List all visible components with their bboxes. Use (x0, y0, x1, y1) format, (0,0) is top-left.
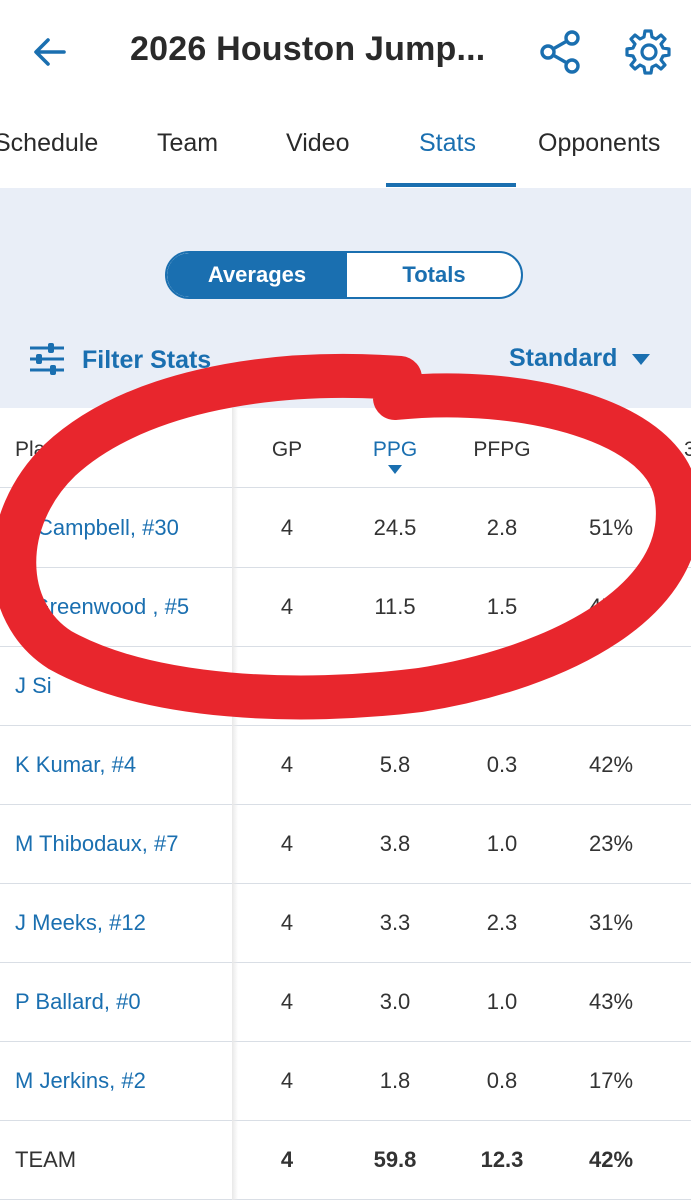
view-select[interactable]: Standard (509, 344, 618, 372)
table-row: D Campbell, #30 4 24.5 2.8 51% (0, 488, 691, 568)
sliders-icon (30, 343, 64, 375)
table-row: M Jerkins, #2 4 1.8 0.8 17% (0, 1041, 691, 1121)
tab-stats[interactable]: Stats (419, 129, 476, 157)
caret-down-icon[interactable] (632, 354, 650, 366)
cell-pfpg: 0.3 (486, 752, 518, 777)
cell-pct: 17% (588, 1068, 634, 1093)
header-ppg[interactable]: PPG (372, 438, 418, 461)
cell-ppg: 3.0 (379, 989, 411, 1014)
cell-ppg: 5.8 (379, 752, 411, 777)
table-header-row: Player GP PPG PFPG 3 (0, 408, 691, 488)
player-name-link[interactable]: J Si (15, 673, 52, 698)
cell-pfpg: 1.5 (486, 594, 518, 619)
tab-opponents[interactable]: Opponents (538, 129, 661, 157)
cell-pct: 42% (588, 752, 634, 777)
cell-ppg: 24.5 (373, 515, 417, 540)
cell-ppg: 6.3 (379, 673, 411, 698)
sort-caret-icon (388, 465, 402, 474)
cell-pct: 43% (588, 989, 634, 1014)
table-row: J Si 4 6.3 (0, 646, 691, 726)
table-row: J Meeks, #12 4 3.3 2.3 31% (0, 883, 691, 963)
player-name-link[interactable]: M Thibodaux, #7 (15, 831, 179, 856)
player-name-link[interactable]: P Ballard, #0 (15, 989, 141, 1014)
gear-icon[interactable] (622, 27, 672, 77)
team-label: TEAM (15, 1147, 77, 1172)
table-row: K Kumar, #4 4 5.8 0.3 42% (0, 725, 691, 805)
cell-pfpg: 1.0 (486, 831, 518, 856)
page-title: 2026 Houston Jump... (130, 30, 486, 68)
cell-pfpg: 0.8 (486, 1068, 518, 1093)
cell-gp: 4 (280, 1068, 294, 1093)
cell-pfpg: 12.3 (480, 1147, 524, 1172)
cell-pct: 51% (588, 515, 634, 540)
cell-gp: 4 (280, 673, 294, 698)
cell-ppg: 59.8 (373, 1147, 417, 1172)
player-name-link[interactable]: K Kumar, #4 (15, 752, 137, 777)
header-player[interactable]: Player (15, 438, 75, 461)
player-name-link[interactable]: M Jerkins, #2 (15, 1068, 146, 1093)
cell-gp: 4 (280, 989, 294, 1014)
header-pfpg[interactable]: PFPG (473, 438, 531, 461)
cell-ppg: 3.3 (379, 910, 411, 935)
active-tab-indicator (386, 183, 516, 187)
cell-pfpg: 2.3 (486, 910, 518, 935)
stats-table: Player GP PPG PFPG 3 D Campbell, #30 4 24.… (0, 408, 691, 1200)
tab-video[interactable]: Video (286, 129, 350, 157)
filter-stats-label: Filter Stats (82, 346, 212, 374)
tab-team[interactable]: Team (157, 129, 219, 157)
cell-gp: 4 (280, 831, 294, 856)
averages-button[interactable]: Averages (167, 253, 347, 297)
cell-pct: 45% (588, 594, 634, 619)
cell-gp: 4 (280, 752, 294, 777)
totals-button[interactable]: Totals (402, 262, 466, 287)
table-row: L Greenwood , #5 4 11.5 1.5 45% (0, 567, 691, 647)
cell-pct: 31% (588, 910, 634, 935)
share-icon[interactable] (536, 28, 584, 76)
cell-ppg: 3.8 (379, 831, 411, 856)
header-gp[interactable]: GP (271, 438, 303, 461)
tab-schedule[interactable]: Schedule (0, 129, 99, 157)
cell-pct: 42% (588, 1147, 634, 1172)
table-row: P Ballard, #0 4 3.0 1.0 43% (0, 962, 691, 1042)
team-total-row: TEAM 4 59.8 12.3 42% (0, 1120, 691, 1200)
averages-totals-toggle: Averages Totals (165, 251, 523, 299)
cell-gp: 4 (280, 594, 294, 619)
cell-ppg: 1.8 (379, 1068, 411, 1093)
cell-pfpg: 1.0 (486, 989, 518, 1014)
tab-bar: Schedule Team Video Stats Opponents (0, 105, 691, 189)
cell-pct: 23% (588, 831, 634, 856)
cell-gp: 4 (280, 1147, 294, 1172)
cell-gp: 4 (280, 515, 294, 540)
stats-controls: Averages Totals Filter Stats Standard (0, 188, 691, 408)
table-row: M Thibodaux, #7 4 3.8 1.0 23% (0, 804, 691, 884)
arrow-left-icon[interactable] (28, 30, 72, 74)
cell-ppg: 11.5 (374, 594, 416, 619)
header-next[interactable]: 3 (684, 438, 691, 461)
frozen-column-shadow (232, 408, 238, 1200)
player-name-link[interactable]: D Campbell, #30 (15, 515, 179, 540)
cell-gp: 4 (280, 910, 294, 935)
cell-pfpg: 2.8 (486, 515, 518, 540)
player-name-link[interactable]: J Meeks, #12 (15, 910, 146, 935)
player-name-link[interactable]: L Greenwood , #5 (15, 594, 190, 619)
app-header: 2026 Houston Jump... (0, 0, 691, 105)
